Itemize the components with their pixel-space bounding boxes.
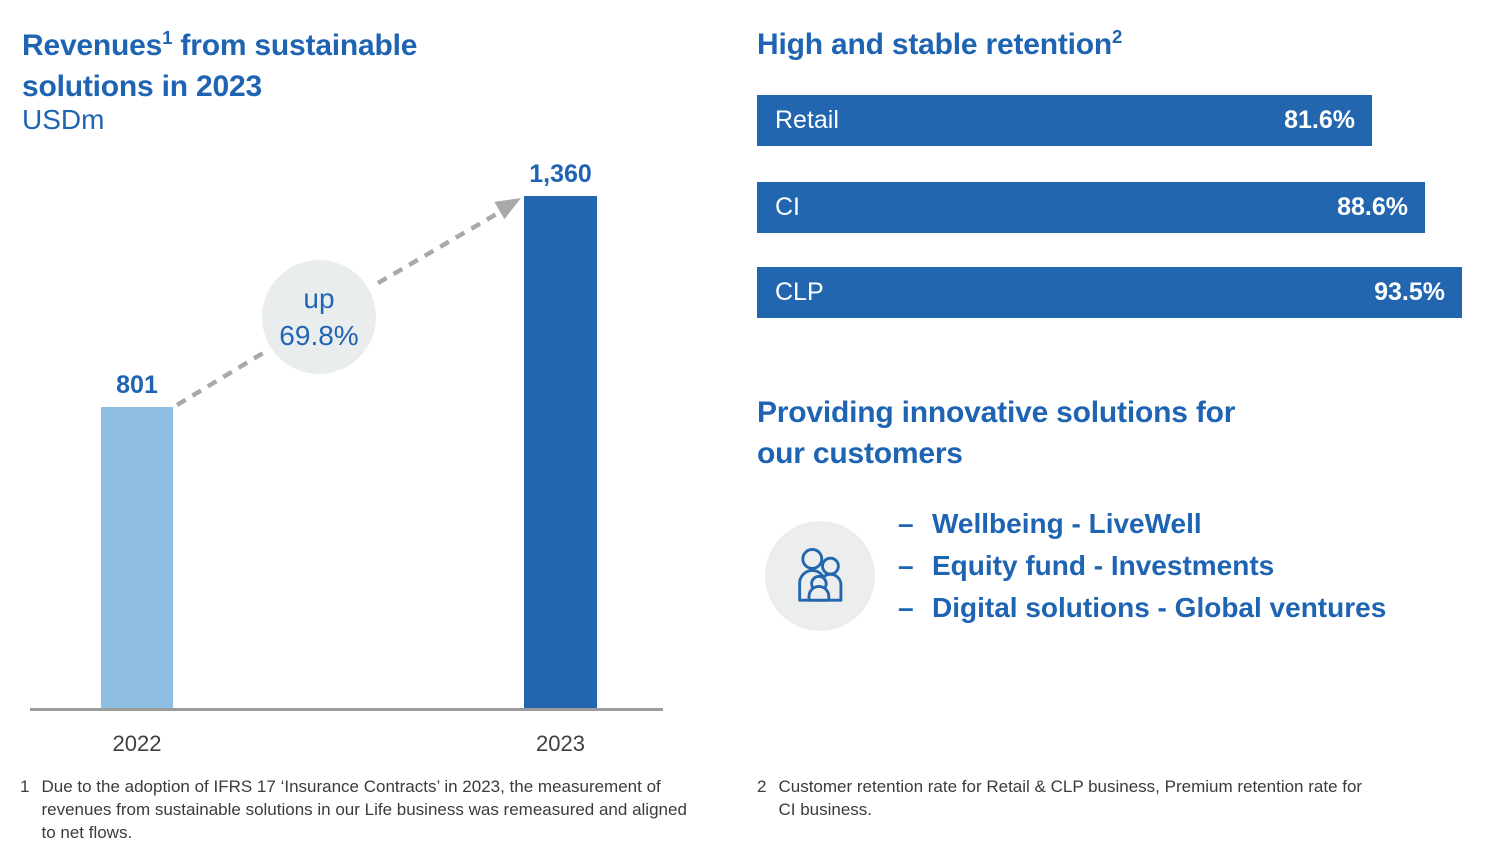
footnote-1-text: Due to the adoption of IFRS 17 ‘Insuranc… — [41, 777, 687, 842]
dash-bullet-icon: – — [898, 592, 914, 623]
bar-group-2023: 1,360 — [524, 160, 597, 709]
bar-group-2022: 801 — [101, 371, 173, 709]
x-tick-2022: 2022 — [112, 731, 162, 756]
retention-title-text: High and stable retention — [757, 28, 1113, 61]
revenue-chart-title-rest: from sustainable solutions in 2023 — [22, 29, 418, 103]
revenue-chart-title: Revenues1 from sustainable solutions in … — [22, 25, 500, 107]
footnote-1: 1 Due to the adoption of IFRS 17 ‘Insura… — [20, 775, 692, 844]
retention-bar-retail: Retail 81.6% — [757, 95, 1372, 146]
revenue-chart-title-footnote-ref: 1 — [162, 27, 173, 48]
footnote-1-marker: 1 — [20, 777, 30, 796]
retention-title: High and stable retention2 — [757, 24, 1122, 65]
list-item-digital-solutions: – Digital solutions - Global ventures — [898, 587, 1386, 629]
x-tick-2023: 2023 — [536, 731, 585, 756]
retention-bar-ci: CI 88.6% — [757, 182, 1425, 233]
x-axis-line — [30, 708, 663, 711]
retention-bar-value: 81.6% — [1284, 106, 1355, 134]
dash-bullet-icon: – — [898, 550, 914, 581]
list-item-text: Digital solutions - Global ventures — [932, 592, 1387, 623]
arrowhead-icon — [494, 198, 521, 220]
growth-annotation: up 69.8% — [262, 260, 376, 374]
list-item-equity-fund: – Equity fund - Investments — [898, 545, 1386, 587]
growth-annotation-word: up — [303, 283, 335, 314]
revenue-chart-title-text: Revenues — [22, 29, 163, 62]
footnote-2: 2 Customer retention rate for Retail & C… — [757, 775, 1367, 821]
retention-bar-label: Retail — [775, 106, 839, 134]
list-item-wellbeing: – Wellbeing - LiveWell — [898, 503, 1386, 545]
retention-bar-value: 88.6% — [1337, 193, 1408, 221]
list-item-text: Equity fund - Investments — [932, 550, 1275, 581]
footnote-2-marker: 2 — [757, 777, 767, 796]
solutions-heading: Providing innovative solutions for our c… — [757, 396, 1236, 470]
retention-bar-label: CLP — [775, 278, 824, 306]
retention-bar-label: CI — [775, 193, 800, 221]
retention-bar-value: 93.5% — [1374, 278, 1445, 306]
bar-value-label-2023: 1,360 — [529, 160, 592, 188]
revenue-chart-unit: USDm — [22, 104, 105, 135]
footnote-2-text: Customer retention rate for Retail & CLP… — [778, 777, 1363, 819]
family-icon-badge — [765, 521, 875, 631]
family-icon — [798, 548, 843, 602]
bar-2023 — [524, 196, 597, 709]
list-item-text: Wellbeing - LiveWell — [932, 508, 1202, 539]
growth-annotation-percent: 69.8% — [279, 320, 359, 351]
retention-title-footnote-ref: 2 — [1112, 26, 1123, 47]
retention-bar-clp: CLP 93.5% — [757, 267, 1462, 318]
dash-bullet-icon: – — [898, 508, 914, 539]
solutions-list: – Wellbeing - LiveWell – Equity fund - I… — [898, 503, 1386, 629]
bar-2022 — [101, 407, 173, 709]
bar-value-label-2022: 801 — [116, 371, 158, 399]
